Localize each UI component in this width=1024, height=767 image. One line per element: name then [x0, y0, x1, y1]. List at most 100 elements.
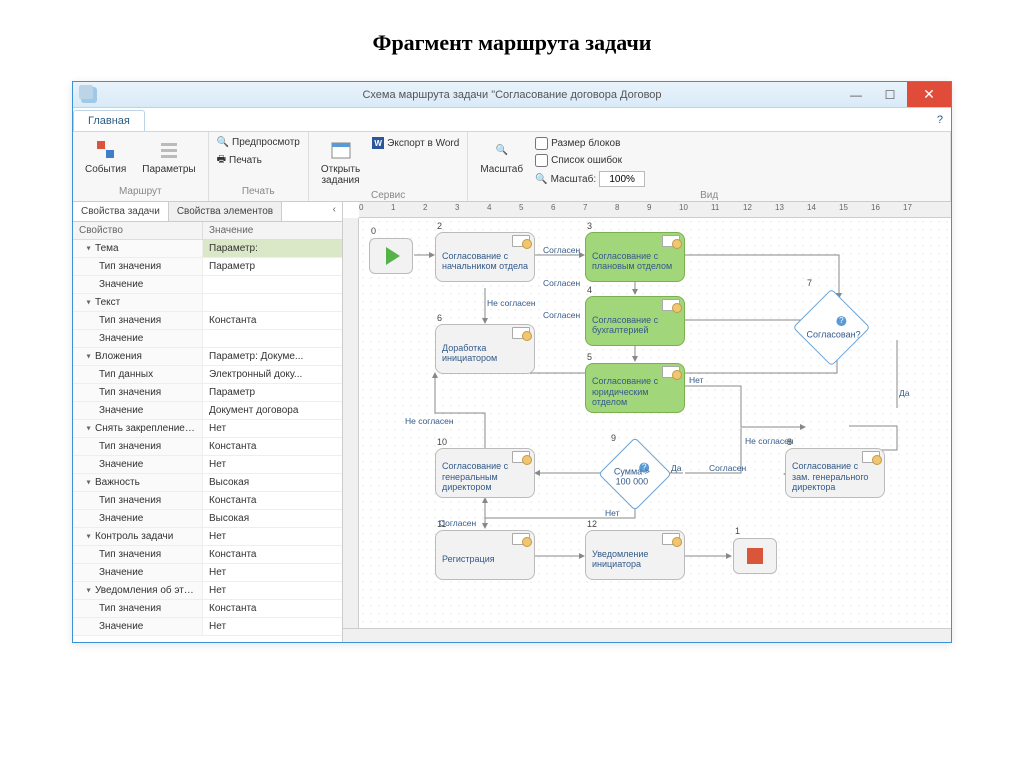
prop-row[interactable]: ЗначениеНет	[73, 564, 342, 582]
close-button[interactable]: ✕	[907, 82, 951, 107]
node-10[interactable]: Согласование с генеральным директором	[435, 448, 535, 498]
prop-row[interactable]: Тип значенияКонстанта	[73, 546, 342, 564]
task-icon	[862, 451, 880, 463]
node-2[interactable]: Согласование с начальником отдела	[435, 232, 535, 282]
task-icon	[512, 451, 530, 463]
prop-row[interactable]: ВажностьВысокая	[73, 474, 342, 492]
prop-row[interactable]: ЗначениеВысокая	[73, 510, 342, 528]
node-7-decision[interactable]: ?Согласован?	[793, 289, 871, 367]
scrollbar-horizontal[interactable]	[343, 628, 951, 642]
node-5[interactable]: Согласование с юридическим отделом	[585, 363, 685, 413]
start-node[interactable]	[369, 238, 413, 274]
end-node[interactable]	[733, 538, 777, 574]
stop-icon	[747, 548, 763, 564]
prop-row[interactable]: Тип значенияКонстанта	[73, 600, 342, 618]
printer-icon: 🖶	[217, 152, 226, 169]
print-button[interactable]: 🖶Печать	[217, 151, 300, 170]
play-icon	[386, 247, 400, 265]
export-word-button[interactable]: WЭкспорт в Word	[372, 136, 459, 150]
edge-label: Не согласен	[405, 416, 454, 426]
magnifier-icon: 🔍	[217, 137, 229, 148]
prop-row[interactable]: Тип данныхЭлектронный доку...	[73, 366, 342, 384]
edge-label: Нет	[605, 508, 619, 518]
prop-row[interactable]: Тип значенияПараметр	[73, 384, 342, 402]
prop-row[interactable]: ТемаПараметр:	[73, 240, 342, 258]
prop-row[interactable]: Текст	[73, 294, 342, 312]
task-icon	[512, 533, 530, 545]
page-title: Фрагмент маршрута задачи	[0, 30, 1024, 56]
prop-row[interactable]: Тип значенияКонстанта	[73, 312, 342, 330]
tab-element-props[interactable]: Свойства элементов	[169, 202, 282, 221]
edge-label: Нет	[689, 375, 703, 385]
events-button[interactable]: События	[81, 136, 130, 177]
prop-row[interactable]: Уведомления об этапахНет	[73, 582, 342, 600]
side-tabs: Свойства задачи Свойства элементов ‹	[73, 202, 342, 222]
node-6[interactable]: Доработка инициатором	[435, 324, 535, 374]
side-panel: Свойства задачи Свойства элементов ‹ Сво…	[73, 202, 343, 642]
node-9-decision[interactable]: ?Сумма > 100 000	[598, 437, 672, 511]
side-collapse[interactable]: ‹	[327, 202, 342, 221]
ribbon-help-icon[interactable]: ?	[929, 108, 951, 131]
parameters-button[interactable]: Параметры	[138, 136, 199, 177]
app-window: Схема маршрута задачи "Согласование дого…	[72, 81, 952, 643]
ruler-vertical	[343, 218, 359, 628]
node-3[interactable]: Согласование с плановым отделом	[585, 232, 685, 282]
prop-row[interactable]: ЗначениеДокумент договора	[73, 402, 342, 420]
ribbon-group-view: 🔍 Масштаб Размер блоков Список ошибок 🔍М…	[468, 132, 951, 201]
zoom-button[interactable]: 🔍 Масштаб	[476, 136, 527, 177]
node-8[interactable]: Согласование с зам. генерального директо…	[785, 448, 885, 498]
minimize-button[interactable]: —	[839, 82, 873, 107]
prop-row[interactable]: Снять закрепление вло...Нет	[73, 420, 342, 438]
blocksize-check[interactable]: Размер блоков	[535, 136, 645, 151]
edge-label: Согласен	[439, 518, 476, 528]
task-icon	[662, 235, 680, 247]
prop-row[interactable]: ЗначениеНет	[73, 618, 342, 636]
prop-row[interactable]: Контроль задачиНет	[73, 528, 342, 546]
edge-label: Да	[671, 463, 681, 473]
task-icon	[662, 299, 680, 311]
calendar-icon	[329, 138, 353, 162]
maximize-button[interactable]: ☐	[873, 82, 907, 107]
magnifier-icon: 🔍	[535, 174, 547, 185]
prop-row[interactable]: Тип значенияКонстанта	[73, 492, 342, 510]
node-12[interactable]: Уведомление инициатора	[585, 530, 685, 580]
task-icon	[512, 327, 530, 339]
events-icon	[94, 138, 118, 162]
errorlist-check[interactable]: Список ошибок	[535, 153, 645, 168]
canvas[interactable]: 0 Согласование с начальником отдела 2 Со…	[359, 218, 951, 628]
prop-row[interactable]: ВложенияПараметр: Докуме...	[73, 348, 342, 366]
prop-row[interactable]: Тип значенияКонстанта	[73, 438, 342, 456]
edge-label: Согласен	[543, 245, 580, 255]
prop-row[interactable]: Значение	[73, 276, 342, 294]
parameters-icon	[157, 138, 181, 162]
canvas-area: 01234567891011121314151617	[343, 202, 951, 642]
tab-task-props[interactable]: Свойства задачи	[73, 202, 169, 221]
task-icon	[662, 533, 680, 545]
window-title: Схема маршрута задачи "Согласование дого…	[362, 89, 661, 101]
word-icon: W	[372, 137, 384, 149]
edge-label: Согласен	[709, 463, 746, 473]
tab-main[interactable]: Главная	[73, 110, 145, 131]
node-11[interactable]: Регистрация	[435, 530, 535, 580]
node-4[interactable]: Согласование с бухгалтерией	[585, 296, 685, 346]
ribbon-group-service: Открыть задания WЭкспорт в Word Сервис	[309, 132, 468, 201]
prop-row[interactable]: Тип значенияПараметр	[73, 258, 342, 276]
task-icon	[512, 235, 530, 247]
prop-row[interactable]: Значение	[73, 330, 342, 348]
prop-grid[interactable]: ТемаПараметр:Тип значенияПараметрЗначени…	[73, 240, 342, 642]
edge-label: Согласен	[543, 310, 580, 320]
prop-header: Свойство Значение	[73, 222, 342, 240]
edge-label: Да	[899, 388, 909, 398]
edge-label: Не согласен	[745, 436, 794, 446]
quick-access	[79, 85, 93, 99]
open-tasks-button[interactable]: Открыть задания	[317, 136, 364, 188]
task-icon	[662, 366, 680, 378]
preview-button[interactable]: 🔍Предпросмотр	[217, 136, 300, 149]
zoom-input[interactable]	[599, 171, 645, 187]
prop-row[interactable]: ЗначениеНет	[73, 456, 342, 474]
workspace: Свойства задачи Свойства элементов ‹ Сво…	[73, 202, 951, 642]
ribbon-tabs: Главная ?	[73, 108, 951, 132]
titlebar: Схема маршрута задачи "Согласование дого…	[73, 82, 951, 108]
edge-label: Не согласен	[487, 298, 536, 308]
zoom-input-row: 🔍Масштаб:	[535, 170, 645, 188]
